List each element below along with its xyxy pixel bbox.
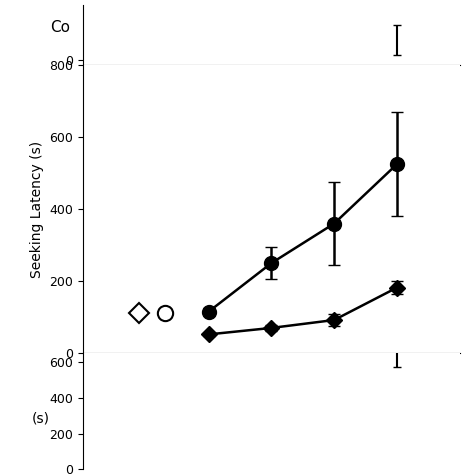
Y-axis label: (s): (s) <box>32 411 50 425</box>
Y-axis label: Co: Co <box>50 20 70 35</box>
Y-axis label: Seeking Latency (s): Seeking Latency (s) <box>30 141 44 278</box>
